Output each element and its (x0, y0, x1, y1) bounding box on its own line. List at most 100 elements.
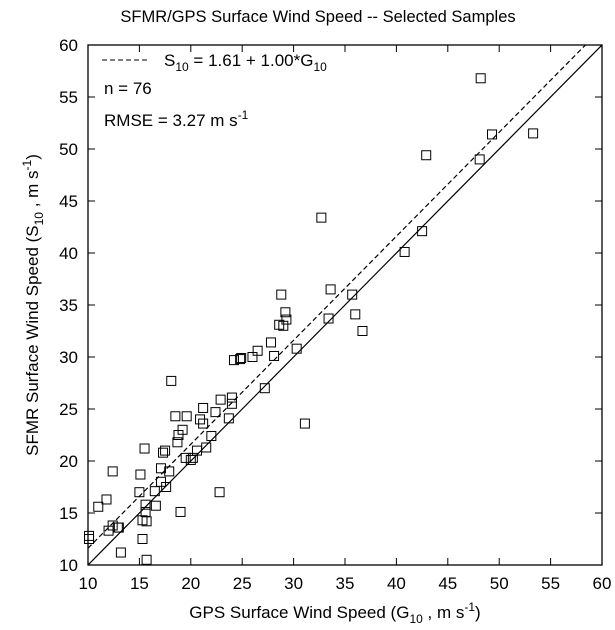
one-to-one-line (88, 45, 602, 565)
data-point (214, 487, 225, 498)
data-point (158, 447, 169, 458)
data-point (134, 487, 145, 498)
y-tick-label: 45 (59, 192, 78, 211)
legend-fit-label: S10 = 1.61 + 1.00*G10 (164, 51, 327, 74)
data-point (181, 411, 192, 422)
data-point (325, 284, 336, 295)
x-tick-label: 20 (181, 574, 200, 593)
plot-area (84, 45, 602, 565)
data-point (161, 482, 172, 492)
data-point (201, 442, 212, 453)
data-point (223, 413, 234, 424)
data-point (252, 345, 263, 356)
y-tick-label: 50 (59, 140, 78, 159)
data-point (226, 398, 237, 409)
data-point (421, 150, 432, 161)
data-point (84, 530, 95, 541)
data-point (107, 520, 118, 531)
data-point (323, 313, 334, 324)
data-point (276, 289, 287, 300)
data-point (175, 506, 186, 517)
data-point (350, 309, 361, 320)
data-point (236, 353, 247, 364)
data-point (141, 516, 152, 527)
data-point (155, 463, 166, 474)
data-point (399, 246, 410, 257)
data-point (316, 212, 327, 223)
data-point (228, 355, 239, 366)
axis-ticks: 10 15 20 25 30 35 40 45 50 55 60 10 15 20 25 30 35 40 45 50… (59, 36, 611, 593)
data-point (487, 129, 498, 140)
data-point (281, 314, 292, 325)
data-point (417, 226, 428, 237)
data-point (135, 469, 146, 480)
data-point (206, 431, 217, 442)
data-point (164, 466, 175, 477)
y-tick-label: 20 (59, 452, 78, 471)
data-point (528, 128, 539, 139)
data-point (140, 499, 151, 510)
data-point (269, 350, 280, 361)
data-point (93, 501, 104, 512)
data-point (141, 554, 152, 565)
y-tick-label: 25 (59, 400, 78, 419)
data-point (280, 307, 291, 318)
x-tick-label: 40 (387, 574, 406, 593)
x-tick-label: 55 (541, 574, 560, 593)
rmse-label: RMSE = 3.27 m s-1 (104, 108, 249, 130)
data-point (265, 337, 276, 348)
data-point (172, 437, 183, 448)
data-point (107, 466, 118, 477)
y-tick-label: 40 (59, 244, 78, 263)
data-point (259, 383, 270, 394)
data-point (185, 454, 196, 465)
y-tick-label: 30 (59, 348, 78, 367)
data-point (226, 392, 237, 403)
y-tick-label: 55 (59, 88, 78, 107)
fit-line (88, 45, 587, 549)
data-point (137, 534, 148, 544)
x-tick-label: 10 (79, 574, 98, 593)
data-point (475, 73, 486, 84)
data-point (347, 289, 358, 300)
data-point (210, 407, 221, 418)
x-tick-label: 60 (593, 574, 612, 593)
data-point (101, 494, 112, 505)
x-tick-label: 30 (284, 574, 303, 593)
y-tick-label: 10 (59, 556, 78, 575)
data-point (215, 394, 226, 405)
data-point (247, 352, 258, 362)
data-point (160, 445, 171, 456)
data-point (139, 443, 150, 454)
data-point (150, 500, 161, 511)
x-tick-label: 15 (130, 574, 149, 593)
x-tick-label: 35 (336, 574, 355, 593)
data-point (198, 418, 209, 429)
data-point (149, 486, 160, 497)
data-point (113, 522, 124, 533)
x-tick-label: 45 (438, 574, 457, 593)
data-point (115, 547, 126, 558)
data-point (278, 320, 289, 331)
data-point (357, 326, 368, 336)
data-point (235, 354, 246, 365)
x-tick-label: 50 (490, 574, 509, 593)
y-axis-label: SFMR Surface Wind Speed (S10 , m s-1) (20, 154, 46, 456)
y-tick-label: 35 (59, 296, 78, 315)
data-point (474, 154, 485, 165)
x-tick-label: 25 (233, 574, 252, 593)
data-point (166, 375, 177, 386)
x-axis-label: GPS Surface Wind Speed (G10 , m s-1) (189, 600, 480, 626)
y-tick-label: 60 (59, 36, 78, 55)
data-point (299, 418, 310, 429)
data-point (198, 402, 209, 413)
y-tick-label: 15 (59, 504, 78, 523)
data-point (84, 534, 95, 544)
data-point (291, 343, 302, 354)
chart-title: SFMR/GPS Surface Wind Speed -- Selected … (120, 8, 515, 26)
data-point (170, 411, 181, 422)
data-point (155, 476, 166, 487)
sample-count-label: n = 76 (104, 79, 152, 98)
data-point (180, 452, 191, 463)
